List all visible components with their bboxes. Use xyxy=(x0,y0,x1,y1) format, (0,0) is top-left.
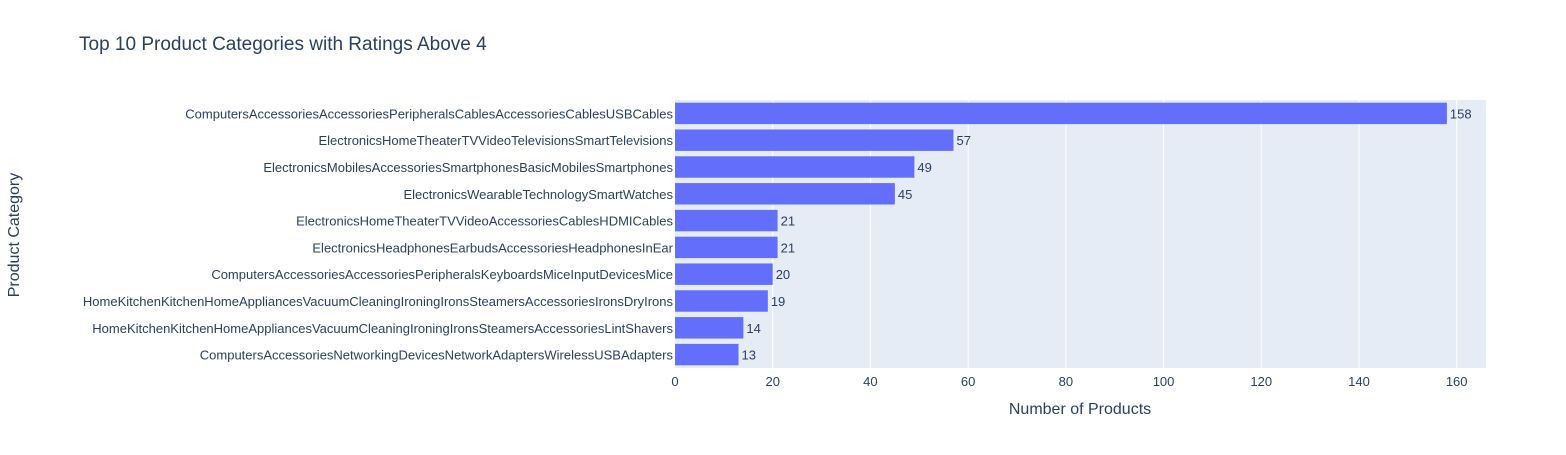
category-label: ElectronicsHomeTheaterTVVideoAccessories… xyxy=(296,214,673,229)
bar xyxy=(675,343,739,366)
x-axis-title: Number of Products xyxy=(1009,401,1151,418)
category-label: ComputersAccessoriesAccessoriesPeriphera… xyxy=(185,106,673,121)
category-label: HomeKitchenKitchenHomeAppliancesVacuumCl… xyxy=(83,294,674,309)
bar xyxy=(675,129,954,151)
bar xyxy=(675,236,778,259)
bar xyxy=(675,183,895,205)
bar xyxy=(675,209,778,232)
bar-value-label: 45 xyxy=(898,187,912,202)
y-axis-title: Product Category xyxy=(6,173,23,298)
category-label: ElectronicsHeadphonesEarbudsAccessoriesH… xyxy=(312,240,673,255)
x-tick-label: 120 xyxy=(1250,374,1272,389)
bar-value-label: 21 xyxy=(781,240,795,255)
x-tick-labels: 0 20 40 60 80 100 120 140 160 xyxy=(671,374,1467,389)
category-label: HomeKitchenKitchenHomeAppliancesVacuumCl… xyxy=(92,321,673,336)
category-labels: ComputersAccessoriesAccessoriesPeriphera… xyxy=(83,106,674,362)
bar-value-label: 20 xyxy=(776,267,790,282)
bar xyxy=(675,102,1447,125)
category-label: ElectronicsMobilesAccessoriesSmartphones… xyxy=(263,160,673,175)
category-label: ComputersAccessoriesAccessoriesPeriphera… xyxy=(211,267,673,282)
bar-value-label: 13 xyxy=(742,348,756,363)
x-tick-label: 20 xyxy=(765,374,779,389)
bar xyxy=(675,317,744,339)
x-tick-label: 80 xyxy=(1059,374,1073,389)
bar xyxy=(675,290,768,312)
bar-value-label: 21 xyxy=(781,214,795,229)
bar-value-labels: 158 57 49 45 21 21 20 19 14 13 xyxy=(742,106,1472,362)
gridlines xyxy=(772,100,1458,368)
x-tick-label: 40 xyxy=(863,374,877,389)
category-label: ElectronicsWearableTechnologySmartWatche… xyxy=(403,187,673,202)
bar xyxy=(675,263,773,285)
chart-title: Top 10 Product Categories with Ratings A… xyxy=(79,34,487,55)
bar-value-label: 14 xyxy=(746,321,760,336)
category-label: ComputersAccessoriesNetworkingDevicesNet… xyxy=(200,348,674,363)
bar-value-label: 19 xyxy=(771,294,785,309)
bar-value-label: 158 xyxy=(1450,106,1472,121)
bar xyxy=(675,156,915,178)
x-tick-label: 0 xyxy=(671,374,678,389)
bar-value-label: 57 xyxy=(956,133,970,148)
x-tick-label: 140 xyxy=(1348,374,1370,389)
bar-value-label: 49 xyxy=(917,160,931,175)
x-tick-label: 160 xyxy=(1446,374,1468,389)
bars xyxy=(675,102,1447,366)
category-label: ElectronicsHomeTheaterTVVideoTelevisions… xyxy=(318,133,673,148)
x-tick-label: 100 xyxy=(1153,374,1175,389)
x-tick-label: 60 xyxy=(961,374,975,389)
